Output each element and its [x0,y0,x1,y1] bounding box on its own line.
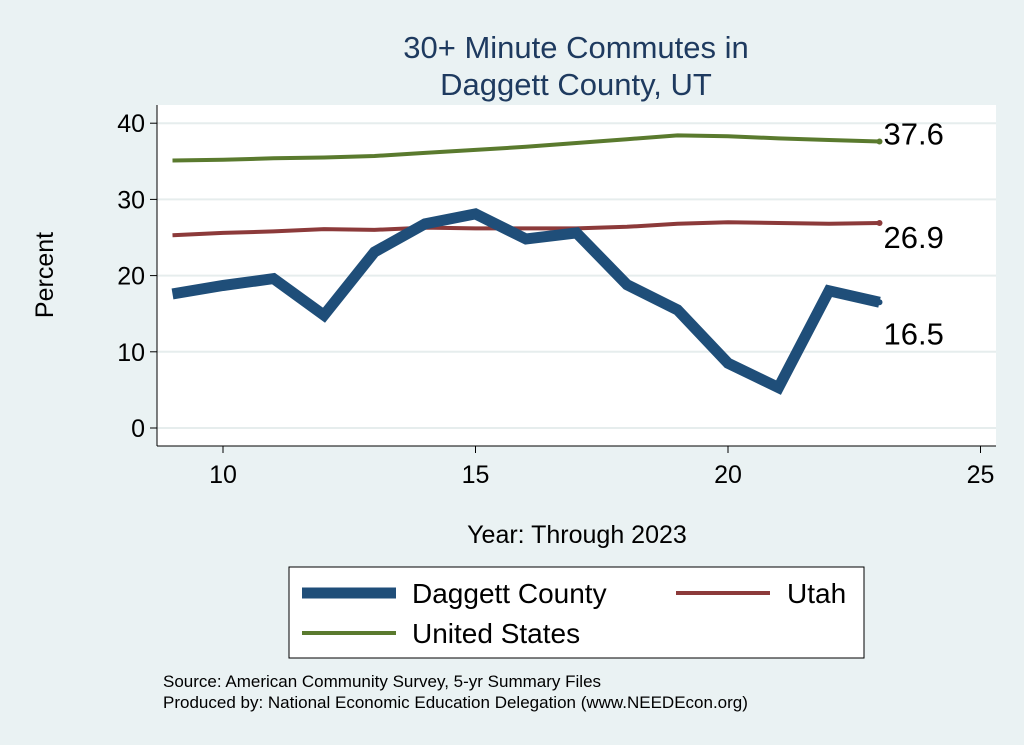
y-ticks: 0 10 20 30 40 [117,110,157,443]
x-ticks: 10 15 20 25 [209,446,994,489]
x-tick-label-25: 25 [967,461,995,489]
x-axis-title: Year: Through 2023 [467,521,687,549]
series-line-utah [172,220,880,238]
y-axis-title: Percent [31,232,59,318]
y-tick-label-20: 20 [117,263,145,291]
y-tick-label-10: 10 [117,339,145,367]
y-tick-label-40: 40 [117,110,145,138]
legend-label-united-states: United States [412,618,580,649]
end-label-utah: 26.9 [884,220,944,255]
x-tick-label-20: 20 [714,461,742,489]
legend-box [288,566,865,659]
produced-by-note: Produced by: National Economic Education… [163,693,748,712]
y-tick-label-30: 30 [117,186,145,214]
legend-label-daggett-county: Daggett County [412,578,607,609]
series-line-united-states [172,133,880,163]
grid [157,122,996,429]
end-label-daggett-county: 16.5 [884,316,944,351]
series-end-point-daggett-county [876,299,883,306]
series-lines [171,133,883,395]
end-labels: 37.6 26.9 16.5 [884,116,944,351]
y-tick-label-0: 0 [131,415,145,443]
source-note: Source: American Community Survey, 5-yr … [163,672,601,691]
series-end-point-utah [876,220,883,227]
series-line-daggett-county [171,208,881,395]
x-tick-label-15: 15 [462,461,490,489]
legend-label-utah: Utah [787,578,846,609]
legend: Daggett County Utah United States [288,566,865,659]
chart-title-line-1: 30+ Minute Commutes in [403,30,748,65]
series-end-point-united-states [876,138,883,145]
end-label-united-states: 37.6 [884,116,944,151]
chart-title-line-2: Daggett County, UT [440,67,712,102]
x-tick-label-10: 10 [209,461,237,489]
